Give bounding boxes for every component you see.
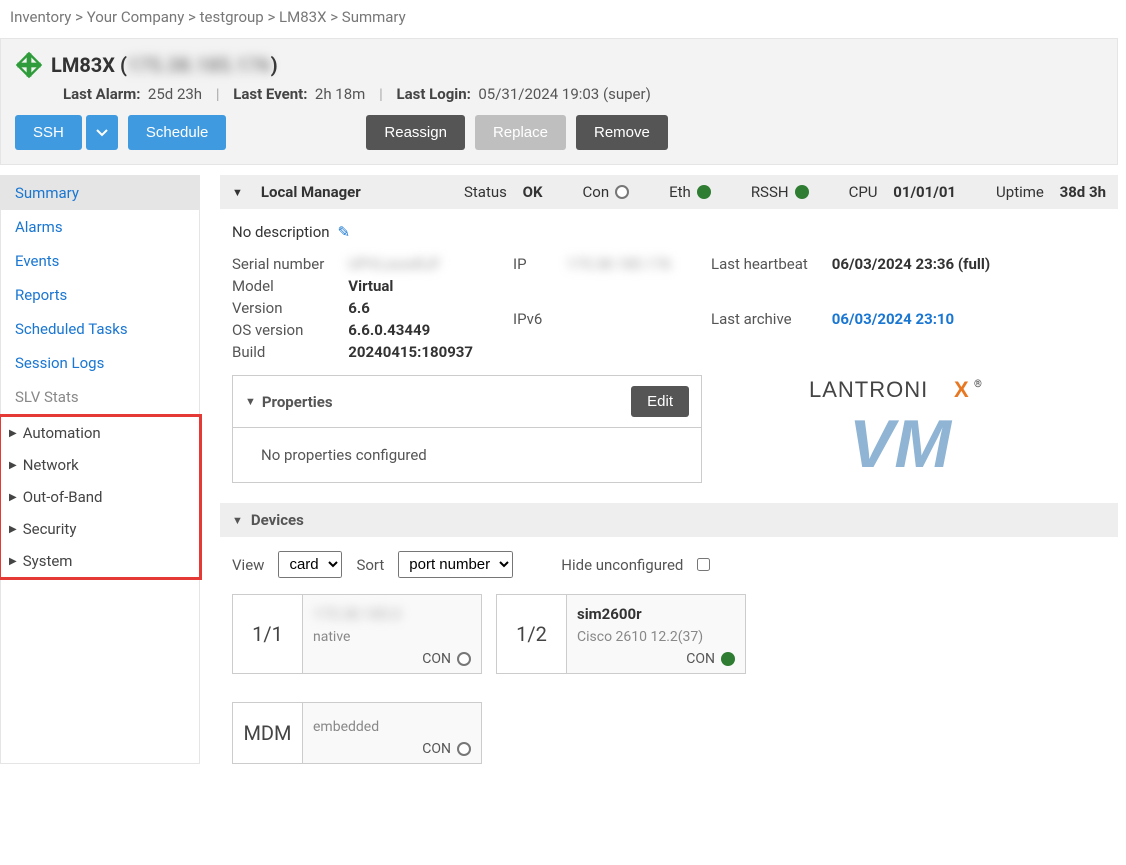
- card-desc: embedded: [313, 719, 471, 735]
- device-card[interactable]: 1/1 175.38.185.0 native CON: [232, 594, 482, 674]
- hide-unconfigured-checkbox[interactable]: [697, 558, 710, 571]
- sidebar-item-scheduled-tasks[interactable]: Scheduled Tasks: [1, 312, 199, 346]
- sidebar: Summary Alarms Events Reports Scheduled …: [0, 175, 200, 764]
- con-status-icon: [457, 652, 471, 666]
- sidebar-item-slv-stats: SLV Stats: [1, 380, 199, 414]
- svg-text:LANTRONI: LANTRONI: [809, 377, 928, 402]
- con-status-icon: [721, 652, 735, 666]
- breadcrumb: Inventory > Your Company > testgroup > L…: [0, 0, 1126, 34]
- sort-label: Sort: [356, 556, 384, 574]
- uptime-indicator: Uptime 38d 3h: [996, 183, 1106, 201]
- device-card[interactable]: 1/2 sim2600r Cisco 2610 12.2(37) CON: [496, 594, 746, 674]
- svg-text:VM: VM: [849, 406, 952, 475]
- caret-right-icon: ▶: [9, 460, 17, 471]
- con-status-icon: [457, 742, 471, 756]
- properties-panel: ▼Properties Edit No properties configure…: [232, 375, 702, 483]
- caret-down-icon: ▼: [232, 186, 243, 199]
- caret-down-icon: ▼: [245, 395, 256, 408]
- lantronix-vm-logo: LANTRONI X ® VM: [722, 375, 1106, 475]
- sidebar-group-network[interactable]: ▶Network: [1, 449, 199, 481]
- caret-down-icon: ▼: [232, 514, 243, 527]
- card-port: 1/1: [233, 595, 303, 673]
- reassign-button[interactable]: Reassign: [366, 115, 465, 150]
- device-meta: Last Alarm: 25d 23h | Last Event: 2h 18m…: [15, 85, 1103, 103]
- con-indicator: Con: [583, 183, 630, 201]
- schedule-button[interactable]: Schedule: [128, 115, 227, 150]
- sidebar-item-alarms[interactable]: Alarms: [1, 210, 199, 244]
- eth-indicator: Eth: [669, 183, 711, 201]
- caret-right-icon: ▶: [9, 492, 17, 503]
- device-card[interactable]: MDM embedded CON: [232, 702, 482, 764]
- description-text: No description: [232, 223, 330, 241]
- devices-header[interactable]: ▼ Devices: [220, 503, 1118, 537]
- device-logo-icon: [15, 51, 43, 79]
- card-name: 175.38.185.0: [313, 605, 471, 623]
- replace-button: Replace: [475, 115, 566, 150]
- properties-body: No properties configured: [233, 428, 701, 482]
- sidebar-group-out-of-band[interactable]: ▶Out-of-Band: [1, 481, 199, 513]
- local-manager-header[interactable]: ▼ Local Manager Status OK Con Eth RSSH C…: [220, 175, 1118, 209]
- caret-right-icon: ▶: [9, 428, 17, 439]
- sidebar-group-system[interactable]: ▶System: [1, 545, 199, 577]
- edit-description-icon[interactable]: ✎: [338, 223, 351, 241]
- ssh-dropdown-button[interactable]: [86, 115, 118, 150]
- view-select[interactable]: card: [278, 551, 342, 578]
- card-desc: Cisco 2610 12.2(37): [577, 629, 735, 645]
- card-port: MDM: [233, 703, 303, 763]
- cpu-indicator: CPU 01/01/01: [849, 183, 956, 201]
- last-archive-link[interactable]: 06/03/2024 23:10: [832, 310, 990, 361]
- status-indicator: Status OK: [464, 183, 543, 201]
- chevron-down-icon: [96, 129, 108, 137]
- card-port: 1/2: [497, 595, 567, 673]
- hide-unconfigured-label: Hide unconfigured: [561, 556, 683, 574]
- page-title: LM83X (175.38.185.176): [51, 53, 278, 77]
- caret-right-icon: ▶: [9, 556, 17, 567]
- sidebar-item-session-logs[interactable]: Session Logs: [1, 346, 199, 380]
- sidebar-item-events[interactable]: Events: [1, 244, 199, 278]
- rssh-indicator: RSSH: [751, 183, 809, 201]
- view-label: View: [232, 556, 264, 574]
- svg-text:®: ®: [974, 378, 982, 390]
- sidebar-item-summary[interactable]: Summary: [1, 176, 199, 210]
- caret-right-icon: ▶: [9, 524, 17, 535]
- card-name: sim2600r: [577, 605, 735, 623]
- sidebar-item-reports[interactable]: Reports: [1, 278, 199, 312]
- device-cards: 1/1 175.38.185.0 native CON 1/2 sim2600r…: [220, 594, 1118, 764]
- edit-properties-button[interactable]: Edit: [631, 386, 689, 417]
- card-desc: native: [313, 629, 471, 645]
- sort-select[interactable]: port number: [398, 551, 513, 578]
- ssh-button[interactable]: SSH: [15, 115, 82, 150]
- sidebar-group-automation[interactable]: ▶Automation: [1, 417, 199, 449]
- highlighted-group-box: ▶Automation ▶Network ▶Out-of-Band ▶Secur…: [0, 414, 202, 580]
- remove-button[interactable]: Remove: [576, 115, 668, 150]
- device-info-grid: Serial numberUPVLxxxxRJF ModelVirtual Ve…: [220, 255, 1118, 375]
- svg-text:X: X: [954, 377, 969, 402]
- device-header: LM83X (175.38.185.176) Last Alarm: 25d 2…: [0, 38, 1118, 165]
- sidebar-group-security[interactable]: ▶Security: [1, 513, 199, 545]
